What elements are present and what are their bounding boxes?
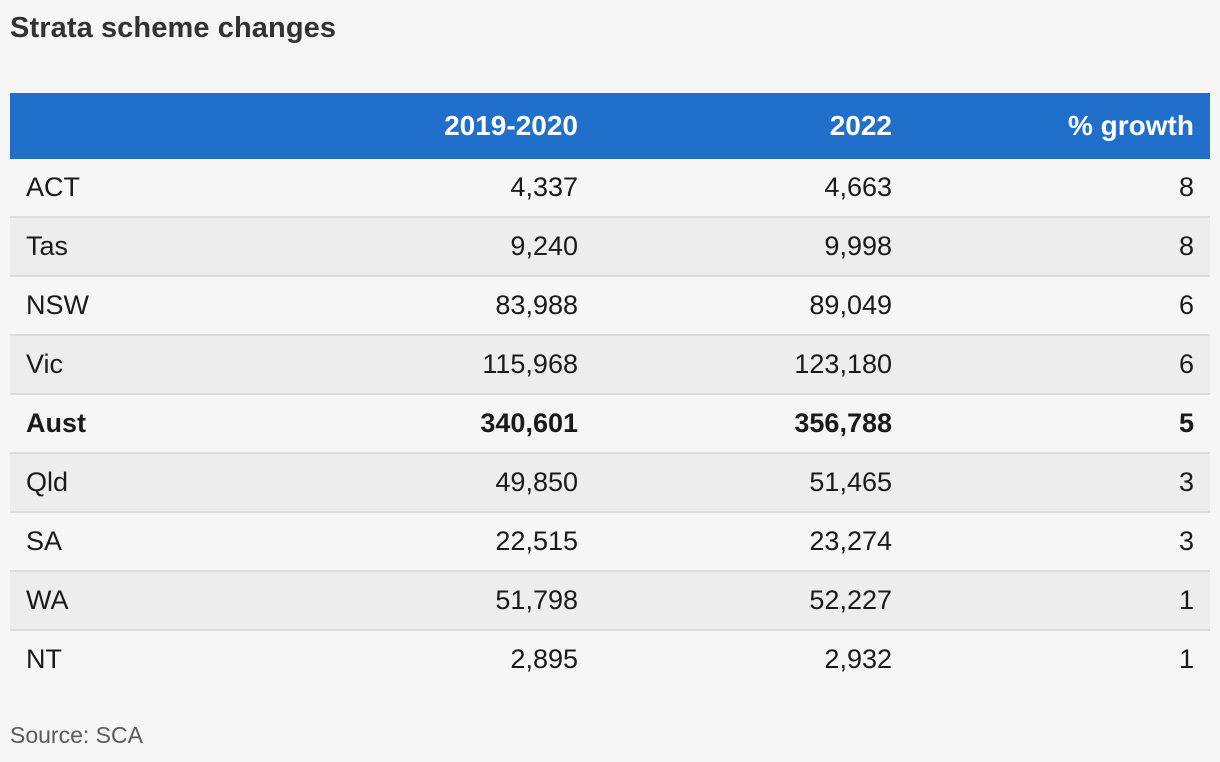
cell-2022: 52,227 [809,585,892,615]
row-label: Aust [26,408,86,438]
table-row: ACT 4,337 4,663 8 [10,159,1210,218]
cell-growth: 3 [1178,467,1194,497]
data-table: 2019-2020 2022 % growth ACT 4,337 4,663 8 Ta… [10,93,1210,688]
table-row: NSW 83,988 89,049 6 [10,277,1210,336]
row-label: Vic [26,349,64,379]
cell-growth: 1 [1178,585,1194,615]
row-label: NT [26,644,62,674]
row-label: NSW [26,290,89,320]
table-header: 2019-2020 2022 % growth [10,93,1210,159]
cell-2019-2020: 4,337 [510,172,578,202]
cell-growth: 6 [1178,290,1194,320]
header-cell-2022: 2022 [829,110,892,141]
table-row: Aust 340,601 356,788 5 [10,395,1210,454]
cell-2022: 51,465 [809,467,892,497]
cell-2022: 9,998 [824,231,892,261]
cell-growth: 3 [1178,526,1194,556]
cell-2019-2020: 115,968 [482,349,578,379]
cell-2022: 23,274 [809,526,892,556]
cell-2022: 2,932 [824,644,892,674]
table-body: ACT 4,337 4,663 8 Tas 9,240 9,998 8 NSW 83,988 89,… [10,159,1210,688]
table-row: Tas 9,240 9,998 8 [10,218,1210,277]
table-row: WA 51,798 52,227 1 [10,572,1210,631]
header-cell-growth: % growth [1068,110,1194,141]
table-row: Qld 49,850 51,465 3 [10,454,1210,513]
chart-title: Strata scheme changes [10,12,337,44]
row-label: Qld [26,467,69,497]
cell-2022: 123,180 [794,349,892,379]
cell-2019-2020: 51,798 [495,585,578,615]
cell-2019-2020: 22,515 [495,526,578,556]
row-label: Tas [26,231,69,261]
cell-2022: 356,788 [794,408,892,438]
cell-2019-2020: 83,988 [495,290,578,320]
row-label: SA [26,526,63,556]
cell-growth: 8 [1178,231,1194,261]
table-row: Vic 115,968 123,180 6 [10,336,1210,395]
cell-2019-2020: 49,850 [495,467,578,497]
cell-growth: 1 [1178,644,1194,674]
cell-growth: 8 [1178,172,1194,202]
row-label: ACT [26,172,80,202]
cell-growth: 5 [1178,408,1194,438]
row-label: WA [26,585,69,615]
cell-2019-2020: 2,895 [510,644,578,674]
table-row: NT 2,895 2,932 1 [10,631,1210,688]
cell-2019-2020: 9,240 [510,231,578,261]
cell-2022: 4,663 [824,172,892,202]
header-cell-2019-2020: 2019-2020 [444,110,578,141]
cell-growth: 6 [1178,349,1194,379]
table-row: SA 22,515 23,274 3 [10,513,1210,572]
cell-2022: 89,049 [809,290,892,320]
cell-2019-2020: 340,601 [480,408,578,438]
source-note: Source: SCA [10,722,143,748]
